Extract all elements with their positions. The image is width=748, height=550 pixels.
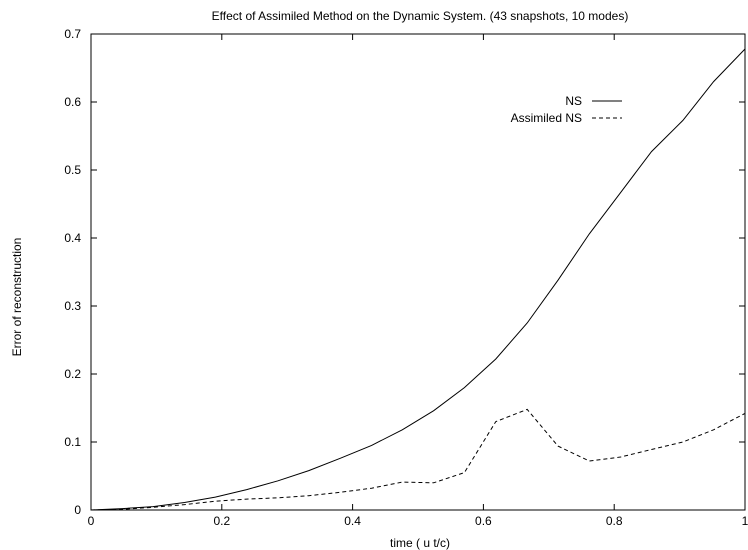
legend: NS Assimiled NS <box>511 94 622 125</box>
x-tick-label: 0.6 <box>475 514 492 528</box>
y-tick-label: 0.1 <box>64 435 81 449</box>
axis-ticks: 0 0.2 0.4 0.6 0.8 1 0 0.1 0.2 0.3 0.4 0.5 0.6 0.7 <box>64 27 748 528</box>
series-layer <box>90 48 746 511</box>
legend-label-ns: NS <box>565 94 582 108</box>
x-tick-label: 0.8 <box>606 514 623 528</box>
y-tick-label: 0.3 <box>64 299 81 313</box>
y-tick-label: 0.5 <box>64 163 81 177</box>
y-tick-label: 0.4 <box>64 231 81 245</box>
series-line-assimiled-ns <box>90 408 746 511</box>
x-tick-label: 0.4 <box>344 514 361 528</box>
x-tick-label: 1 <box>742 514 748 528</box>
y-tick-label: 0.2 <box>64 367 81 381</box>
chart-title: Effect of Assimiled Method on the Dynami… <box>212 9 629 23</box>
y-axis-label: Error of reconstruction <box>10 238 24 357</box>
y-tick-label: 0.6 <box>64 95 81 109</box>
x-axis-label: time ( u t/c) <box>390 536 450 550</box>
x-tick-label: 0.2 <box>213 514 230 528</box>
plot-frame <box>90 33 746 511</box>
x-tick-label: 0 <box>88 514 95 528</box>
y-tick-label: 0.7 <box>64 27 81 41</box>
y-tick-label: 0 <box>74 503 81 517</box>
series-line-ns <box>90 48 746 511</box>
legend-label-assimiled-ns: Assimiled NS <box>511 111 582 125</box>
